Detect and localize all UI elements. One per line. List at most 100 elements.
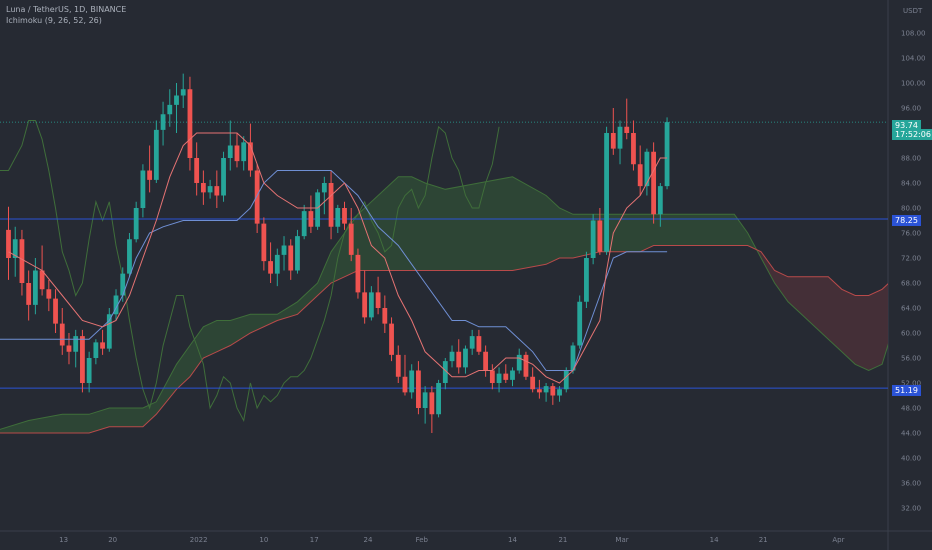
candle-up: [449, 351, 455, 362]
candle-down: [268, 261, 273, 274]
candle-up: [557, 389, 562, 396]
candle-down: [416, 370, 421, 408]
candle-up: [274, 254, 280, 274]
candle-down: [308, 211, 314, 227]
candle-down: [503, 373, 509, 380]
candle-up: [301, 211, 307, 237]
candle-down: [248, 142, 253, 171]
candle-down: [651, 151, 657, 215]
candle-up: [664, 122, 670, 187]
candle-up: [106, 314, 112, 349]
price-tick-label: 96.00: [901, 105, 921, 113]
time-tick-label: Apr: [832, 536, 844, 544]
time-tick-label: 24: [364, 536, 373, 544]
candle-down: [362, 292, 368, 318]
candle-up: [442, 361, 448, 383]
candle-up: [113, 295, 119, 315]
candle-up: [543, 386, 549, 393]
last-price-tag: 93.74: [892, 120, 921, 131]
time-tick-label: 14: [508, 536, 517, 544]
low-level-tag: 51.19: [892, 385, 921, 396]
candle-up: [12, 239, 18, 258]
candle-down: [100, 342, 105, 349]
candle-up: [604, 133, 609, 252]
price-tick-label: 100.00: [901, 80, 926, 88]
candle-down: [59, 323, 65, 346]
candle-down: [234, 145, 240, 162]
chikou-span-line: [0, 120, 500, 423]
candle-up: [32, 270, 38, 305]
candle-down: [395, 354, 401, 377]
candle-down: [476, 336, 482, 352]
candle-up: [93, 342, 99, 358]
candle-down: [194, 158, 200, 183]
price-tick-label: 104.00: [901, 55, 926, 63]
candle-up: [436, 383, 441, 415]
candle-up: [469, 336, 475, 349]
candle-up: [174, 95, 179, 105]
candle-down: [26, 283, 32, 305]
candle-up: [133, 208, 139, 240]
candle-down: [610, 133, 616, 149]
time-tick-label: 10: [259, 536, 268, 544]
candle-up: [516, 354, 522, 371]
price-tick-label: 48.00: [901, 405, 921, 413]
candle-up: [207, 186, 213, 193]
candle-up: [584, 258, 589, 302]
candle-down: [261, 223, 267, 262]
currency-label: USDT: [903, 7, 923, 15]
candle-up: [127, 239, 132, 274]
candle-up: [281, 245, 287, 255]
cloud-bearish: [757, 250, 888, 371]
symbol-title: Luna / TetherUS, 1D, BINANCE: [6, 5, 127, 14]
candle-down: [389, 323, 394, 355]
price-tick-label: 72.00: [901, 255, 921, 263]
candle-down: [66, 345, 72, 352]
price-tick-label: 40.00: [901, 455, 921, 463]
time-tick-label: 21: [558, 536, 567, 544]
candle-down: [328, 183, 334, 227]
candle-up: [153, 129, 159, 180]
candle-up: [644, 151, 650, 187]
candle-down: [80, 336, 85, 383]
candle-up: [570, 345, 576, 371]
candle-up: [120, 273, 126, 296]
candle-down: [530, 376, 536, 390]
candle-up: [617, 126, 623, 149]
time-tick-label: Mar: [615, 536, 628, 544]
time-tick-label: 17: [310, 536, 319, 544]
price-tick-label: 60.00: [901, 330, 921, 338]
price-tick-label: 108.00: [901, 30, 926, 38]
candle-down: [637, 164, 643, 187]
candle-down: [342, 208, 347, 224]
price-tick-label: 80.00: [901, 205, 921, 213]
candle-up: [221, 158, 226, 196]
candle-down: [200, 183, 206, 193]
price-tick-label: 68.00: [901, 280, 921, 288]
candle-down: [348, 223, 354, 255]
candle-down: [550, 386, 556, 396]
price-tick-label: 76.00: [901, 230, 921, 238]
indicator-legend: Ichimoku (9, 26, 52, 26): [6, 16, 102, 25]
cloud-bullish: [0, 176, 758, 433]
candle-down: [429, 392, 435, 415]
price-tick-label: 56.00: [901, 355, 921, 363]
candle-down: [523, 354, 529, 377]
price-tick-label: 36.00: [901, 480, 921, 488]
candle-down: [631, 133, 636, 165]
candle-up: [86, 358, 92, 383]
candle-down: [288, 245, 294, 271]
candle-down: [214, 186, 220, 196]
candle-down: [254, 170, 260, 224]
candle-up: [73, 336, 79, 352]
candle-up: [510, 370, 515, 380]
candle-up: [180, 89, 186, 96]
price-tick-label: 52.00: [901, 380, 921, 388]
candle-down: [147, 170, 153, 180]
candle-down: [46, 289, 52, 299]
candle-down: [53, 298, 58, 324]
candle-up: [335, 208, 341, 227]
candle-up: [315, 192, 321, 227]
candle-up: [227, 145, 233, 158]
